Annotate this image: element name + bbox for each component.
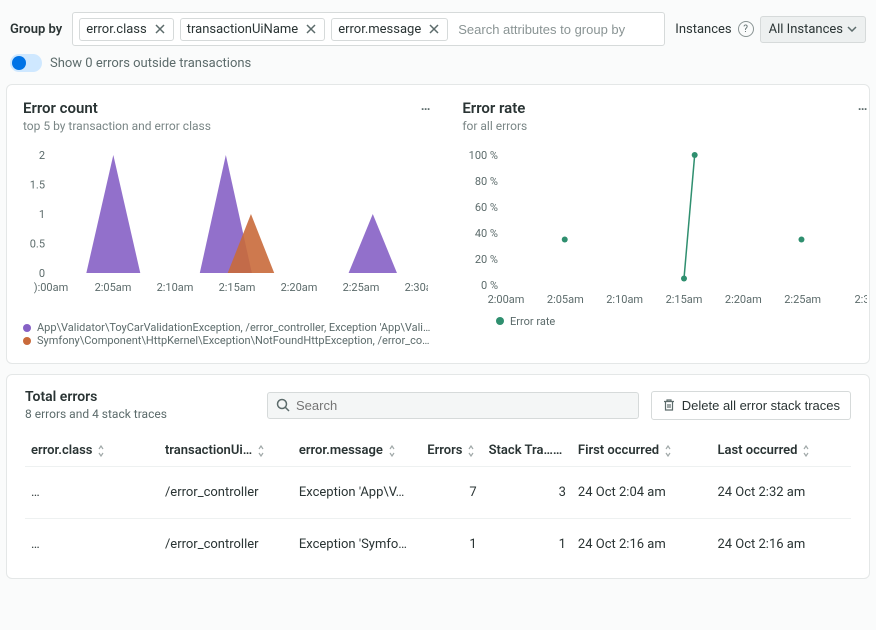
table-cell: 7 (421, 467, 482, 519)
svg-text:2:25am: 2:25am (343, 281, 380, 294)
table-header[interactable]: error.class (25, 435, 159, 467)
table-cell: 3 (483, 467, 572, 519)
svg-text:0 %: 0 % (481, 279, 498, 292)
table-cell: Exception 'App\V… (293, 467, 421, 519)
group-by-search-input[interactable] (454, 18, 658, 41)
svg-text:0: 0 (39, 267, 45, 280)
svg-text:2:15am: 2:15am (219, 281, 256, 294)
table-cell: 1 (483, 519, 572, 571)
svg-text:2:3: 2:3 (855, 293, 868, 306)
instances-dropdown[interactable]: All Instances (760, 16, 866, 43)
legend-item: App\Validator\ToyCarValidationException,… (23, 321, 430, 334)
legend-dot (23, 324, 31, 332)
errors-panel: Total errors 8 errors and 4 stack traces… (6, 374, 870, 579)
instances-dropdown-label: All Instances (769, 22, 843, 37)
svg-text:2:10am: 2:10am (607, 293, 644, 306)
svg-text:100 %: 100 % (469, 149, 498, 162)
svg-text:60 %: 60 % (475, 201, 498, 214)
card-menu-button[interactable]: … (421, 99, 433, 114)
legend-label: App\Validator\ToyCarValidationException,… (37, 321, 430, 334)
table-cell: /error_controller (159, 519, 293, 571)
table-cell: 24 Oct 2:16 am (572, 519, 712, 571)
table-cell: 24 Oct 2:16 am (711, 519, 851, 571)
chip-label: transactionUiName (187, 22, 298, 37)
svg-text:20 %: 20 % (475, 253, 498, 266)
table-cell: 1 (421, 519, 482, 571)
show-outside-toggle-label: Show 0 errors outside transactions (50, 56, 251, 71)
error-count-card: Error count top 5 by transaction and err… (7, 85, 446, 363)
svg-text:2:05am: 2:05am (95, 281, 132, 294)
group-chip-transaction-ui-name[interactable]: transactionUiName (180, 18, 325, 41)
close-icon[interactable] (153, 22, 167, 36)
error-rate-subtitle: for all errors (462, 119, 867, 133)
instances-label: Instances (675, 22, 731, 37)
svg-text:2: 2 (39, 149, 45, 162)
table-cell: 24 Oct 2:04 am (572, 467, 712, 519)
table-cell: … (25, 519, 159, 571)
errors-search-wrap[interactable] (267, 392, 639, 419)
legend-label: Symfony\Component\HttpKernel\Exception\N… (37, 334, 430, 347)
table-header[interactable]: Last occurred (711, 435, 851, 467)
legend-item: Symfony\Component\HttpKernel\Exception\N… (23, 334, 430, 347)
delete-button-label: Delete all error stack traces (682, 398, 840, 413)
svg-text:2:05am: 2:05am (547, 293, 584, 306)
svg-text:1.5: 1.5 (30, 179, 45, 192)
svg-text:2:20am: 2:20am (725, 293, 762, 306)
svg-text:Error rate: Error rate (510, 315, 555, 328)
errors-search-input[interactable] (296, 398, 630, 413)
table-header[interactable]: transactionUi… (159, 435, 293, 467)
trash-icon (662, 398, 676, 412)
svg-text:2:25am: 2:25am (785, 293, 822, 306)
error-rate-title: Error rate (462, 99, 867, 117)
chip-label: error.message (338, 22, 421, 37)
svg-text:80 %: 80 % (475, 175, 498, 188)
svg-text:2:00am: 2:00am (488, 293, 525, 306)
group-by-label: Group by (10, 22, 62, 37)
help-icon[interactable]: ? (738, 21, 754, 37)
chip-label: error.class (86, 22, 147, 37)
close-icon[interactable] (304, 22, 318, 36)
total-errors-title: Total errors (25, 389, 255, 405)
table-header[interactable]: error.message (293, 435, 421, 467)
error-rate-chart: 100 % 80 % 60 % 40 % 20 % 0 %2:00am 2:05am 2:10… (462, 145, 867, 330)
group-chip-error-class[interactable]: error.class (79, 18, 174, 41)
table-header[interactable]: First occurred (572, 435, 712, 467)
delete-stack-traces-button[interactable]: Delete all error stack traces (651, 391, 851, 420)
show-outside-toggle[interactable] (10, 54, 42, 72)
error-count-subtitle: top 5 by transaction and error class (23, 119, 430, 133)
table-header[interactable]: Stack Tra… (483, 435, 572, 467)
table-row[interactable]: …/error_controllerException 'App\V…7324 … (25, 467, 851, 519)
table-cell: 24 Oct 2:32 am (711, 467, 851, 519)
card-menu-button[interactable]: … (858, 99, 870, 114)
error-count-chart: 2 1.5 1 0.5 0):00am 2:05am 2:10am 2:15am 2:20am 2… (23, 145, 428, 315)
svg-text:2:30am: 2:30am (405, 281, 428, 294)
group-chip-error-message[interactable]: error.message (331, 18, 448, 41)
table-header[interactable]: Errors (421, 435, 482, 467)
svg-text:2:10am: 2:10am (157, 281, 194, 294)
svg-text:40 %: 40 % (475, 227, 498, 240)
table-cell: … (25, 467, 159, 519)
search-icon (276, 398, 290, 412)
total-errors-subtitle: 8 errors and 4 stack traces (25, 407, 255, 421)
svg-text:1: 1 (39, 208, 45, 221)
table-cell: /error_controller (159, 467, 293, 519)
svg-text:):00am: ):00am (34, 281, 69, 294)
chevron-down-icon (847, 26, 857, 32)
svg-text:2:20am: 2:20am (281, 281, 318, 294)
error-rate-card: Error rate for all errors … 100 % 80 % 60 … (446, 85, 876, 363)
legend-dot (23, 337, 31, 345)
table-row[interactable]: …/error_controllerException 'Symfo…1124 … (25, 519, 851, 571)
group-by-input-wrap[interactable]: error.class transactionUiName error.mess… (72, 12, 665, 46)
error-count-title: Error count (23, 99, 430, 117)
errors-table: error.classtransactionUi…error.messageEr… (25, 435, 851, 570)
svg-text:2:15am: 2:15am (666, 293, 703, 306)
svg-text:0.5: 0.5 (30, 238, 45, 251)
table-cell: Exception 'Symfo… (293, 519, 421, 571)
close-icon[interactable] (427, 22, 441, 36)
